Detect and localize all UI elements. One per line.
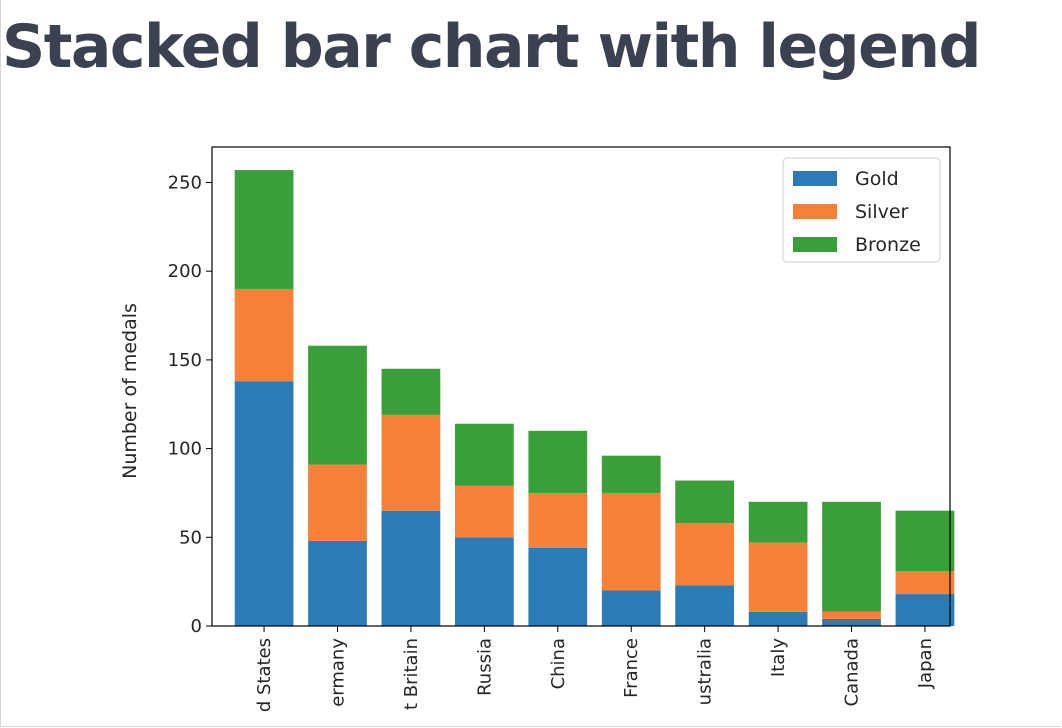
- bar-bronze-russia: [454, 423, 514, 486]
- bar-silver-germany: [308, 464, 367, 541]
- bar-silver-italy: [748, 542, 808, 612]
- bar-silver-united-states: [234, 288, 294, 382]
- plot-frame: [211, 146, 951, 627]
- x-tick-label-france: France: [621, 638, 642, 698]
- bar-gold-great-britain: [381, 510, 441, 626]
- x-tick-label-australia: ustralia: [695, 638, 716, 705]
- bar-silver-france: [601, 492, 661, 591]
- x-tick-label-russia: Russia: [474, 638, 495, 696]
- x-tick-label-canada: Canada: [842, 638, 863, 707]
- legend-swatch-silver: [793, 204, 837, 219]
- legend: Gold Silver Bronze: [782, 157, 941, 263]
- bar-silver-russia: [454, 485, 514, 538]
- bar-silver-japan: [895, 571, 955, 595]
- x-tick-label-great-britain: t Britain: [401, 638, 422, 710]
- y-axis: 0 50 100 150 200 250: [168, 172, 212, 637]
- bar-bronze-china: [528, 430, 588, 493]
- y-tick-label-50: 50: [179, 527, 202, 548]
- legend-swatch-gold: [793, 171, 837, 186]
- bar-silver-china: [528, 492, 588, 548]
- legend-label-silver: Silver: [855, 201, 909, 223]
- bar-gold-canada: [822, 618, 881, 626]
- bar-gold-united-states: [234, 381, 294, 626]
- x-tick-label-japan: Japan: [915, 638, 936, 689]
- x-tick-label-united-states: d States: [254, 638, 275, 712]
- bar-gold-china: [528, 547, 588, 626]
- bar-gold-russia: [454, 537, 514, 626]
- x-tick-label-germany: ermany: [327, 638, 348, 707]
- bar-silver-canada: [822, 611, 881, 619]
- y-tick-label-200: 200: [168, 261, 202, 282]
- y-tick-label-150: 150: [168, 350, 202, 371]
- bar-bronze-italy: [748, 501, 808, 543]
- bar-bronze-france: [601, 455, 661, 493]
- bar-silver-australia: [675, 523, 735, 586]
- bar-gold-germany: [308, 540, 367, 626]
- bar-gold-france: [601, 590, 661, 626]
- bars-layer: [234, 170, 955, 626]
- bar-gold-italy: [748, 611, 808, 626]
- bar-bronze-united-states: [234, 170, 294, 289]
- bar-bronze-canada: [822, 501, 881, 612]
- x-tick-label-italy: Italy: [768, 638, 789, 677]
- bar-bronze-germany: [308, 345, 367, 465]
- bar-gold-japan: [895, 594, 955, 626]
- bar-bronze-japan: [895, 510, 955, 572]
- x-axis: d States ermany t Britain Russia China France…: [254, 626, 936, 712]
- y-tick-label-0: 0: [191, 616, 202, 637]
- legend-label-bronze: Bronze: [855, 234, 921, 256]
- legend-label-gold: Gold: [855, 168, 899, 190]
- page-title: Stacked bar chart with legend: [2, 12, 981, 82]
- bar-bronze-great-britain: [381, 368, 441, 415]
- bar-bronze-australia: [675, 480, 735, 524]
- x-tick-label-china: China: [548, 638, 569, 689]
- y-tick-label-250: 250: [168, 172, 202, 193]
- y-tick-label-100: 100: [168, 439, 202, 460]
- bar-gold-australia: [675, 585, 735, 626]
- bar-silver-great-britain: [381, 414, 441, 511]
- legend-swatch-bronze: [793, 237, 837, 252]
- y-axis-label: Number of medals: [119, 303, 141, 479]
